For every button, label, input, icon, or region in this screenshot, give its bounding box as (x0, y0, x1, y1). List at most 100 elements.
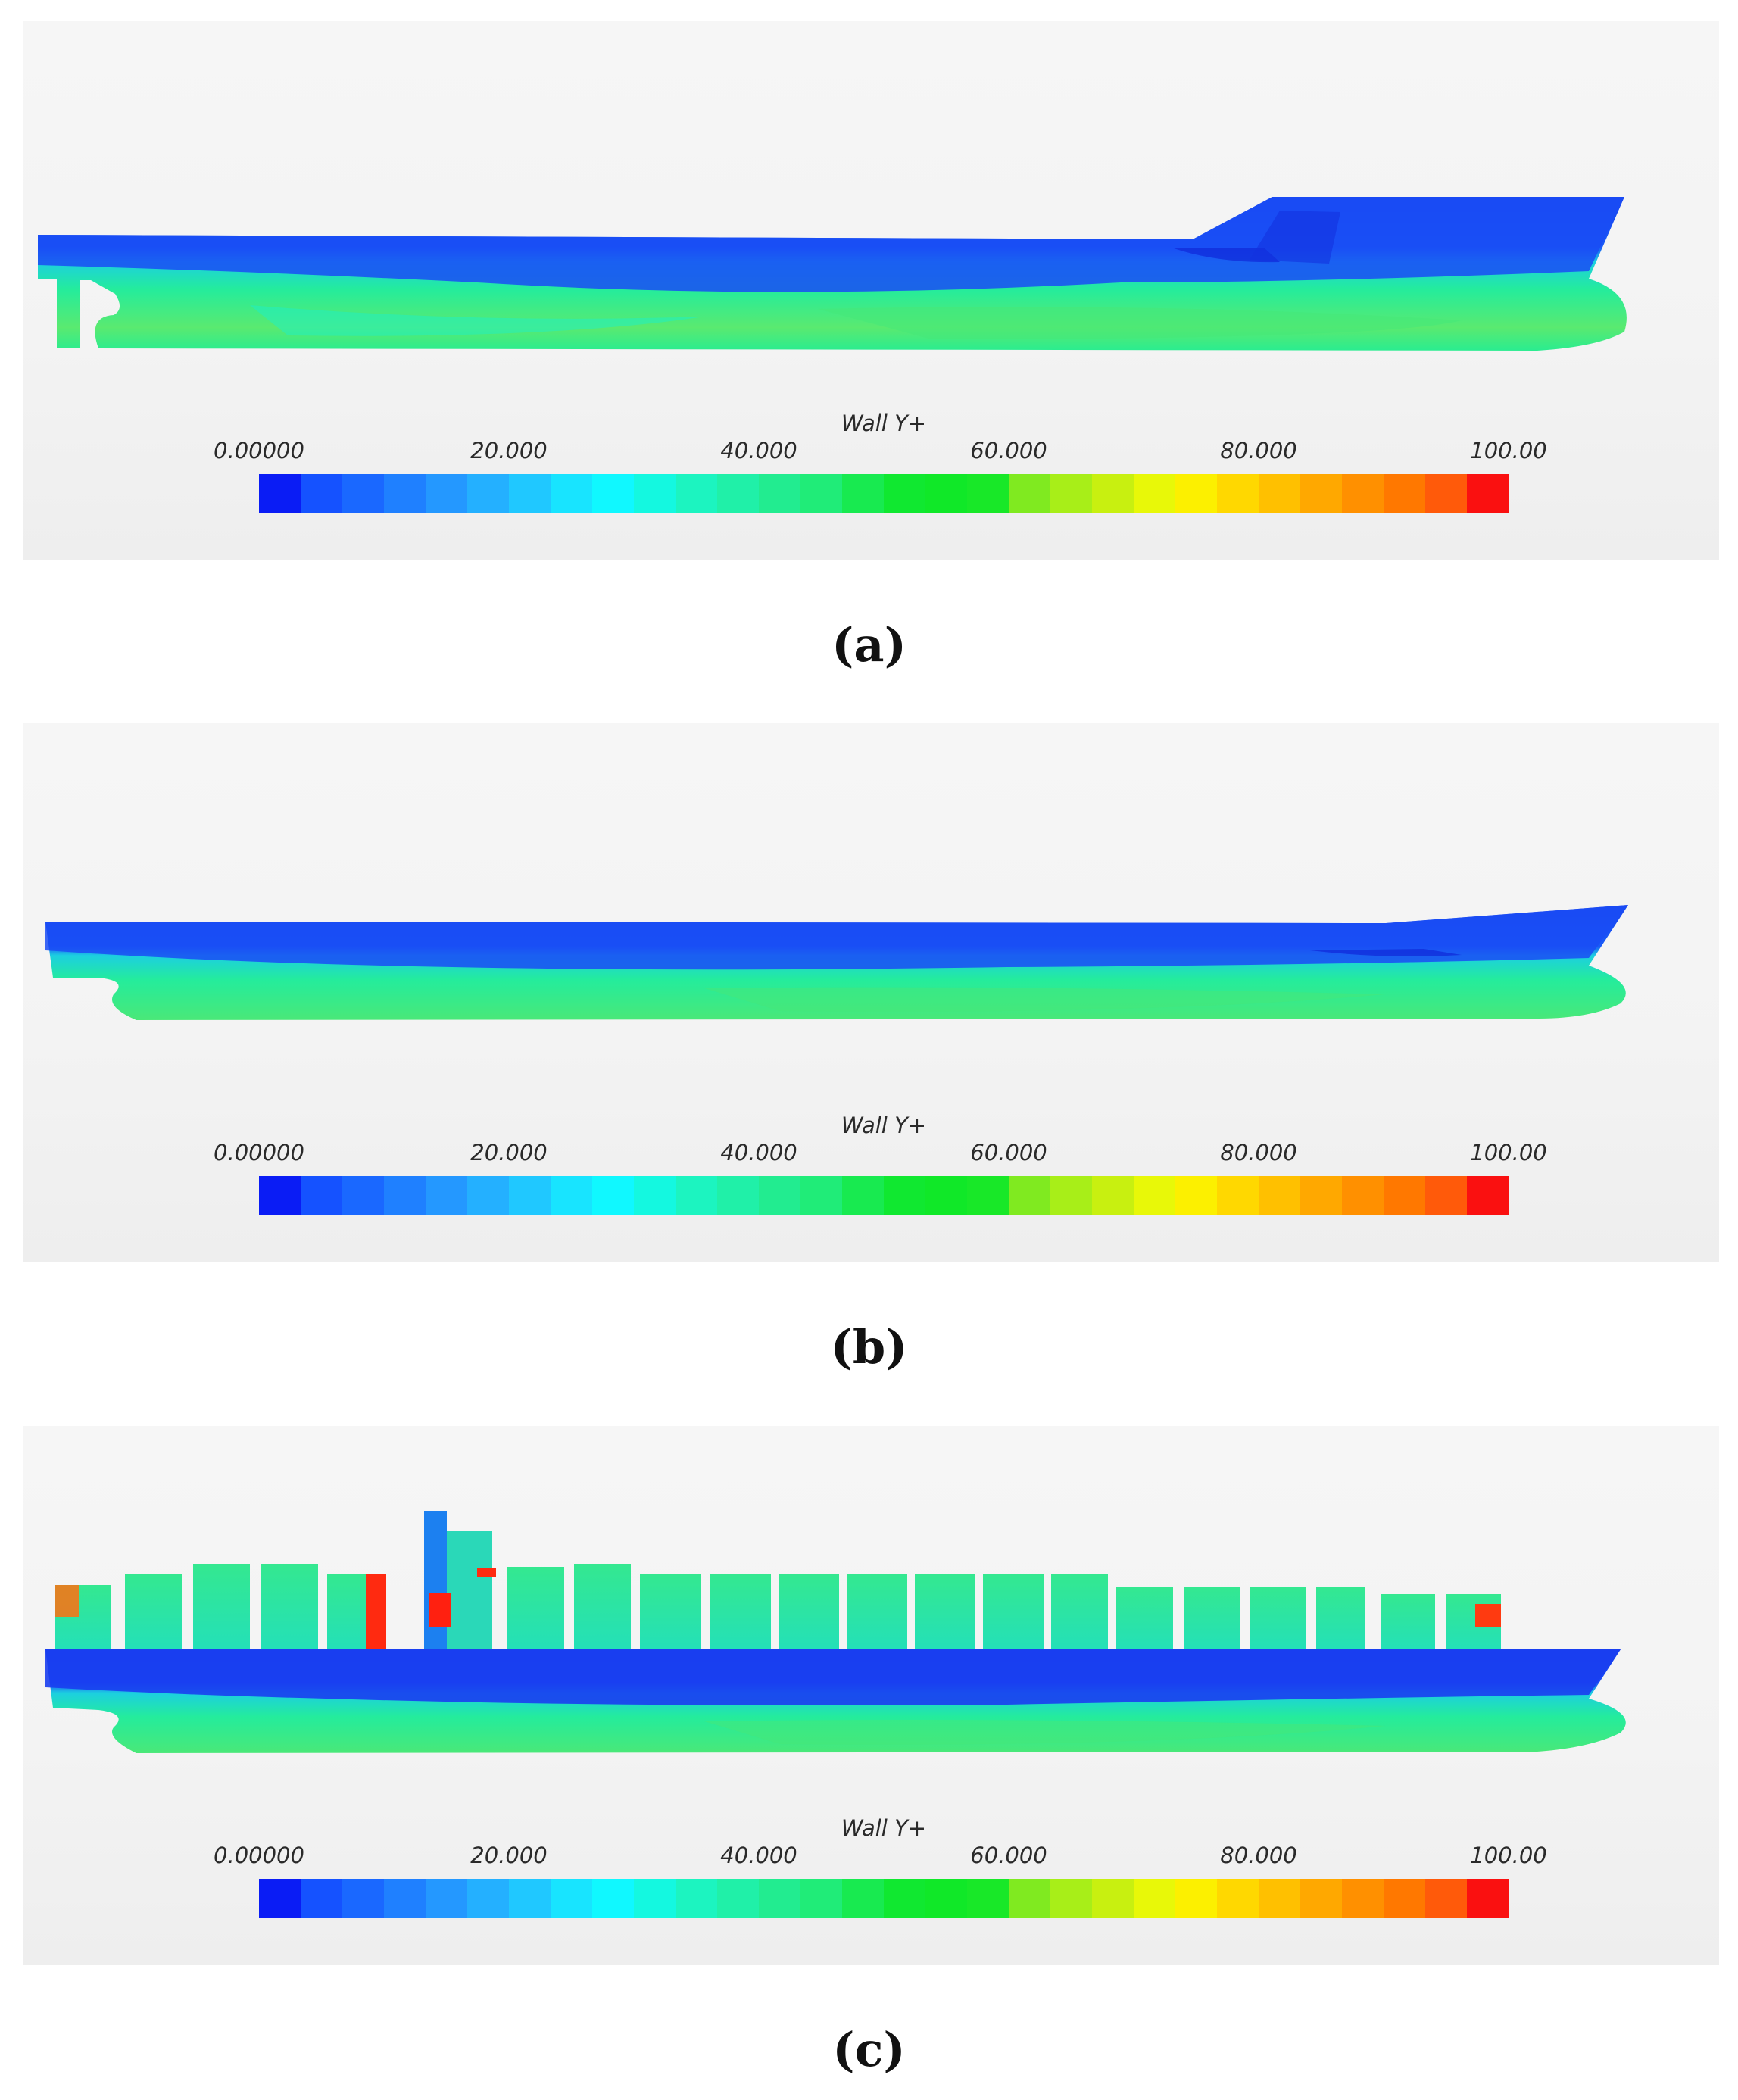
colorbar-segment (842, 1176, 884, 1215)
colorbar-segment (967, 1176, 1009, 1215)
colorbar-segment (1425, 1176, 1467, 1215)
colorbar-segment (676, 1176, 717, 1215)
caption-b: (b) (830, 1319, 908, 1375)
colorbar-segment (925, 1176, 967, 1215)
colorbar-segment (426, 1879, 467, 1918)
colorbar-segment (551, 1176, 592, 1215)
colorbar-segment (759, 1176, 800, 1215)
colorbar-segment (1259, 1176, 1300, 1215)
colorbar-segment (259, 1176, 301, 1215)
colorbar (259, 474, 1509, 513)
colorbar-segment (301, 1176, 342, 1215)
colorbar-segment (1217, 474, 1259, 513)
colorbar-segment (1092, 474, 1134, 513)
panel-a: Wall Y+ 0.00000 20.000 40.000 60.000 80.… (23, 21, 1719, 560)
colorbar-tick-label: 60.000 (970, 1140, 1047, 1165)
colorbar-segment (1050, 1879, 1092, 1918)
colorbar-segment (884, 1176, 925, 1215)
colorbar-segment (384, 474, 426, 513)
colorbar-segment (925, 1879, 967, 1918)
colorbar-segment (1009, 1879, 1050, 1918)
colorbar-segment (967, 474, 1009, 513)
colorbar-segment (426, 474, 467, 513)
colorbar-tick-label: 20.000 (470, 1140, 548, 1165)
colorbar-segment (676, 474, 717, 513)
colorbar-tick-label: 60.000 (970, 438, 1047, 463)
legend-title: Wall Y+ (841, 1815, 927, 1841)
colorbar-tick-label: 0.00000 (214, 438, 304, 463)
colorbar-segment (634, 474, 676, 513)
colorbar-segment (342, 474, 384, 513)
colorbar-segment (301, 1879, 342, 1918)
colorbar-segment (1259, 1879, 1300, 1918)
colorbar-tick-label: 20.000 (470, 438, 548, 463)
colorbar-segment (759, 474, 800, 513)
colorbar-segment (342, 1879, 384, 1918)
colorbar-segment (592, 474, 634, 513)
colorbar-segment (717, 1176, 759, 1215)
legend-title: Wall Y+ (841, 410, 927, 436)
colorbar-segment (1384, 1176, 1425, 1215)
colorbar-tick-label: 100.00 (1470, 438, 1547, 463)
colorbar-tick-label: 60.000 (970, 1843, 1047, 1868)
colorbar-segment (1217, 1879, 1259, 1918)
colorbar-segment (1175, 1879, 1217, 1918)
colorbar-segment (967, 1879, 1009, 1918)
colorbar-tick-label: 40.000 (720, 1140, 797, 1165)
colorbar-segment (1300, 1879, 1342, 1918)
colorbar-segment (800, 474, 842, 513)
colorbar-segment (717, 1879, 759, 1918)
colorbar-segment (1342, 1176, 1384, 1215)
colorbar-tick-label: 80.000 (1220, 1140, 1297, 1165)
colorbar-segment (1134, 1879, 1175, 1918)
colorbar-segment (676, 1879, 717, 1918)
colorbar-segment (1050, 1176, 1092, 1215)
colorbar-segment (800, 1176, 842, 1215)
panel-b: Wall Y+ 0.00000 20.000 40.000 60.000 80.… (23, 723, 1719, 1262)
colorbar-segment (1300, 1176, 1342, 1215)
colorbar-segment (759, 1879, 800, 1918)
colorbar-segment (884, 1879, 925, 1918)
colorbar-segment (509, 1879, 551, 1918)
colorbar-segment (1009, 474, 1050, 513)
colorbar-segment (634, 1879, 676, 1918)
colorbar-segment (467, 1879, 509, 1918)
container-ship (45, 1511, 1626, 1753)
colorbar-segment (1467, 1879, 1509, 1918)
colorbar-segment (884, 474, 925, 513)
colorbar-segment (551, 1879, 592, 1918)
colorbar-segment (259, 1879, 301, 1918)
colorbar-tick-label: 40.000 (720, 1843, 797, 1868)
colorbar-segment (1092, 1176, 1134, 1215)
colorbar-tick-label: 0.00000 (214, 1843, 304, 1868)
colorbar-segment (509, 1176, 551, 1215)
colorbar-segment (842, 474, 884, 513)
colorbar-segment (1050, 474, 1092, 513)
colorbar-segment (800, 1879, 842, 1918)
colorbar-tick-label: 100.00 (1470, 1843, 1547, 1868)
legend-title: Wall Y+ (841, 1112, 927, 1138)
colorbar-segment (1467, 1176, 1509, 1215)
colorbar-segment (1009, 1176, 1050, 1215)
colorbar (259, 1879, 1509, 1918)
colorbar-tick-label: 40.000 (720, 438, 797, 463)
colorbar-segment (1300, 474, 1342, 513)
colorbar-segment (1175, 474, 1217, 513)
caption-a: (a) (832, 617, 906, 672)
colorbar-segment (1259, 474, 1300, 513)
colorbar-segment (259, 474, 301, 513)
caption-c: (c) (832, 2022, 906, 2077)
colorbar-segment (1384, 474, 1425, 513)
container-stacks (55, 1511, 1501, 1649)
colorbar-segment (1134, 1176, 1175, 1215)
colorbar-segment (1217, 1176, 1259, 1215)
colorbar-segment (634, 1176, 676, 1215)
ship-hull (45, 905, 1628, 1020)
ship-hull-with-rudder (38, 197, 1627, 351)
colorbar-segment (301, 474, 342, 513)
colorbar-segment (551, 474, 592, 513)
colorbar-segment (1342, 474, 1384, 513)
colorbar-segment (1092, 1879, 1134, 1918)
colorbar-segment (592, 1879, 634, 1918)
colorbar-segment (342, 1176, 384, 1215)
